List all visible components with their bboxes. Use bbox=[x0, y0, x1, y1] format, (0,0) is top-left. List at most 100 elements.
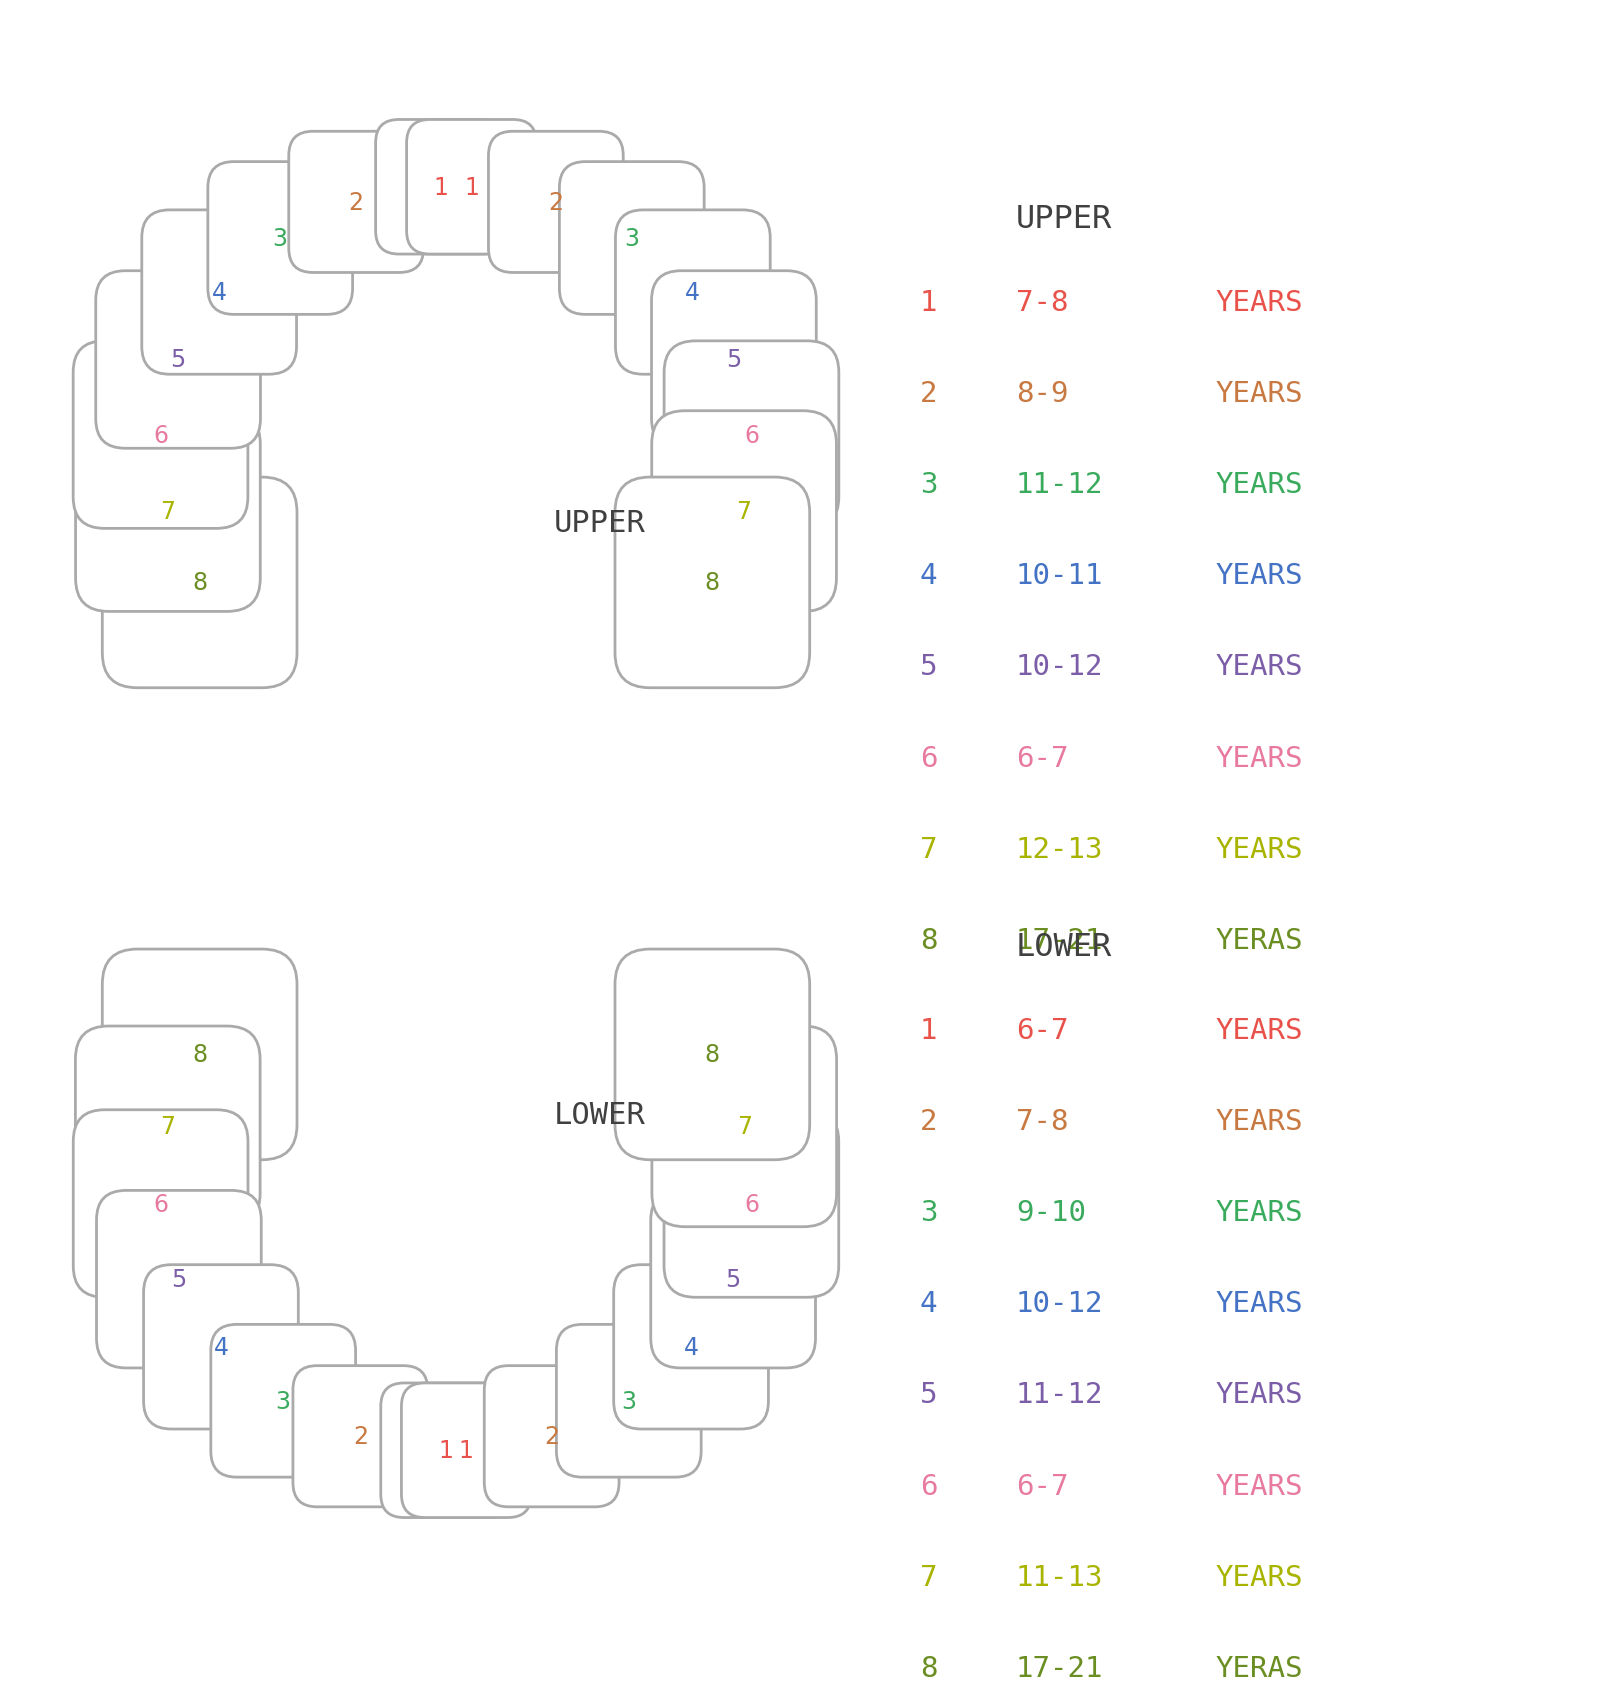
Text: LOWER: LOWER bbox=[554, 1100, 646, 1130]
Text: 4: 4 bbox=[213, 1334, 229, 1360]
FancyBboxPatch shape bbox=[406, 120, 536, 255]
FancyBboxPatch shape bbox=[488, 132, 624, 274]
FancyBboxPatch shape bbox=[616, 211, 770, 375]
FancyBboxPatch shape bbox=[211, 1324, 355, 1478]
Text: 5: 5 bbox=[725, 1267, 741, 1292]
FancyBboxPatch shape bbox=[96, 1191, 261, 1368]
FancyBboxPatch shape bbox=[144, 1265, 298, 1429]
Text: 6: 6 bbox=[920, 745, 938, 772]
Text: 11-13: 11-13 bbox=[1016, 1562, 1104, 1591]
Text: 6: 6 bbox=[154, 1192, 168, 1216]
Text: 3: 3 bbox=[920, 471, 938, 498]
Text: YEARS: YEARS bbox=[1216, 1198, 1304, 1226]
Text: 10-12: 10-12 bbox=[1016, 654, 1104, 681]
Text: 7-8: 7-8 bbox=[1016, 289, 1069, 316]
Text: LOWER: LOWER bbox=[1016, 931, 1112, 963]
Text: 3: 3 bbox=[621, 1388, 637, 1414]
Text: UPPER: UPPER bbox=[1016, 204, 1112, 235]
Text: 8: 8 bbox=[920, 927, 938, 954]
Text: YEARS: YEARS bbox=[1216, 1562, 1304, 1591]
FancyBboxPatch shape bbox=[485, 1366, 619, 1507]
Text: 7: 7 bbox=[920, 836, 938, 863]
FancyBboxPatch shape bbox=[402, 1383, 531, 1518]
Text: 4: 4 bbox=[683, 1334, 699, 1360]
FancyBboxPatch shape bbox=[651, 1191, 816, 1368]
Text: YEARS: YEARS bbox=[1216, 471, 1304, 498]
Text: 12-13: 12-13 bbox=[1016, 836, 1104, 863]
Text: 4: 4 bbox=[211, 280, 227, 306]
Text: 5: 5 bbox=[171, 1267, 187, 1292]
Text: 11-12: 11-12 bbox=[1016, 471, 1104, 498]
FancyBboxPatch shape bbox=[614, 478, 810, 689]
FancyBboxPatch shape bbox=[288, 132, 424, 274]
Text: 2: 2 bbox=[544, 1424, 558, 1449]
Text: 8: 8 bbox=[704, 571, 720, 595]
Text: 6: 6 bbox=[744, 424, 758, 448]
Text: YEARS: YEARS bbox=[1216, 1380, 1304, 1409]
Text: 2: 2 bbox=[549, 191, 563, 215]
FancyBboxPatch shape bbox=[74, 341, 248, 529]
Text: 1: 1 bbox=[920, 1017, 938, 1044]
Text: UPPER: UPPER bbox=[554, 508, 646, 537]
Text: 10-12: 10-12 bbox=[1016, 1289, 1104, 1317]
Text: 5: 5 bbox=[726, 348, 741, 372]
Text: 1: 1 bbox=[920, 289, 938, 316]
Text: 1: 1 bbox=[459, 1439, 474, 1463]
Text: 5: 5 bbox=[920, 1380, 938, 1409]
Text: YEARS: YEARS bbox=[1216, 745, 1304, 772]
Text: YEARS: YEARS bbox=[1216, 380, 1304, 407]
Text: 3: 3 bbox=[272, 226, 288, 252]
Text: 7: 7 bbox=[160, 500, 176, 524]
Text: YEARS: YEARS bbox=[1216, 654, 1304, 681]
Text: 5: 5 bbox=[920, 654, 938, 681]
Text: 7: 7 bbox=[736, 1115, 752, 1138]
Text: 4: 4 bbox=[920, 1289, 938, 1317]
Text: YERAS: YERAS bbox=[1216, 1654, 1304, 1682]
FancyBboxPatch shape bbox=[102, 478, 298, 689]
Text: 8: 8 bbox=[704, 1042, 720, 1067]
FancyBboxPatch shape bbox=[651, 1027, 837, 1226]
Text: 2: 2 bbox=[920, 380, 938, 407]
Text: 7: 7 bbox=[736, 500, 752, 524]
Text: 8: 8 bbox=[920, 1654, 938, 1682]
FancyBboxPatch shape bbox=[142, 211, 296, 375]
FancyBboxPatch shape bbox=[96, 272, 261, 449]
Text: 4: 4 bbox=[920, 562, 938, 589]
Text: 3: 3 bbox=[624, 226, 640, 252]
Text: 6-7: 6-7 bbox=[1016, 745, 1069, 772]
FancyBboxPatch shape bbox=[664, 341, 838, 529]
Text: YEARS: YEARS bbox=[1216, 1289, 1304, 1317]
Text: 6-7: 6-7 bbox=[1016, 1017, 1069, 1044]
Text: 6-7: 6-7 bbox=[1016, 1471, 1069, 1500]
Text: 6: 6 bbox=[920, 1471, 938, 1500]
Text: 8-9: 8-9 bbox=[1016, 380, 1069, 407]
FancyBboxPatch shape bbox=[75, 412, 261, 611]
Text: 7: 7 bbox=[920, 1562, 938, 1591]
Text: 7: 7 bbox=[160, 1115, 176, 1138]
Text: YERAS: YERAS bbox=[1216, 927, 1304, 954]
FancyBboxPatch shape bbox=[102, 949, 298, 1160]
FancyBboxPatch shape bbox=[74, 1110, 248, 1297]
FancyBboxPatch shape bbox=[664, 1110, 838, 1297]
Text: 11-12: 11-12 bbox=[1016, 1380, 1104, 1409]
FancyBboxPatch shape bbox=[651, 272, 816, 449]
Text: YEARS: YEARS bbox=[1216, 1471, 1304, 1500]
Text: 9-10: 9-10 bbox=[1016, 1198, 1086, 1226]
FancyBboxPatch shape bbox=[557, 1324, 701, 1478]
Text: YEARS: YEARS bbox=[1216, 1017, 1304, 1044]
Text: 1: 1 bbox=[434, 176, 448, 199]
Text: 10-11: 10-11 bbox=[1016, 562, 1104, 589]
Text: 2: 2 bbox=[920, 1108, 938, 1135]
FancyBboxPatch shape bbox=[381, 1383, 510, 1518]
FancyBboxPatch shape bbox=[208, 162, 352, 316]
Text: YEARS: YEARS bbox=[1216, 562, 1304, 589]
Text: YEARS: YEARS bbox=[1216, 836, 1304, 863]
Text: 1: 1 bbox=[438, 1439, 453, 1463]
FancyBboxPatch shape bbox=[614, 1265, 768, 1429]
Text: 17-21: 17-21 bbox=[1016, 927, 1104, 954]
Text: 8: 8 bbox=[192, 571, 208, 595]
Text: 6: 6 bbox=[744, 1192, 758, 1216]
Text: 17-21: 17-21 bbox=[1016, 1654, 1104, 1682]
Text: 5: 5 bbox=[171, 348, 186, 372]
Text: 3: 3 bbox=[920, 1198, 938, 1226]
